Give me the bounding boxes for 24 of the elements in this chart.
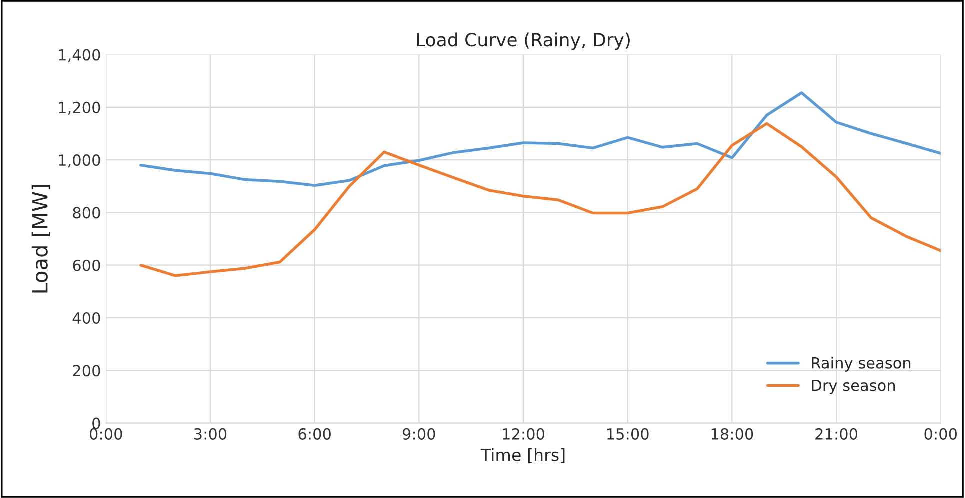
x-tick-label: 3:00 <box>194 428 227 440</box>
y-tick-label: 400 <box>72 312 100 324</box>
x-axis-title: Time [hrs] <box>480 448 565 464</box>
y-tick-label: 1,000 <box>59 154 100 168</box>
chart-title: Load Curve (Rainy, Dry) <box>417 32 630 50</box>
y-tick-label: 800 <box>73 207 100 219</box>
x-tick-label: 0:00 <box>90 428 122 440</box>
x-tick-label: 0:00 <box>924 428 958 440</box>
x-tick-label: 12:00 <box>503 428 545 440</box>
legend-label: Dry season <box>812 380 896 394</box>
x-tick-label: 18:00 <box>712 428 754 440</box>
x-tick-label: 21:00 <box>816 428 858 440</box>
x-tick-label: 6:00 <box>298 428 331 440</box>
legend-label: Rainy season <box>812 357 911 372</box>
line-series <box>140 92 941 187</box>
line-series <box>140 122 941 278</box>
x-tick-label: 9:00 <box>402 428 436 440</box>
y-tick-label: 1,200 <box>59 102 100 116</box>
x-tick-label: 15:00 <box>608 428 649 440</box>
y-tick-label: 1,400 <box>59 49 100 62</box>
y-tick-label: 600 <box>73 260 100 272</box>
y-tick-label: 200 <box>73 365 100 377</box>
y-axis-title: Load [MW] <box>32 185 50 293</box>
y-tick-label: 0 <box>92 418 100 430</box>
